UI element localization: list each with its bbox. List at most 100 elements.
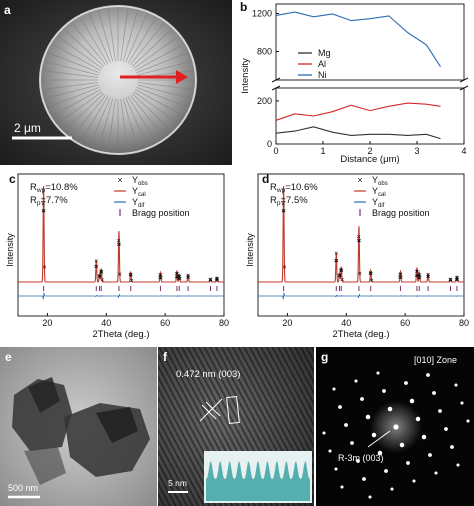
panel-label-f: f — [163, 350, 167, 364]
observed-point — [417, 273, 421, 277]
observed-point — [357, 239, 361, 243]
xrd-refinement-chart-d: 20 40 60 80 2Theta (deg.) Intensity Rwp=10.6%R… — [245, 173, 469, 340]
diffraction-spot — [322, 431, 326, 435]
observed-point — [455, 276, 459, 280]
diffraction-spot — [438, 409, 442, 413]
x-tick-label: 80 — [459, 318, 469, 328]
diffraction-spot — [360, 397, 364, 401]
observed-point — [100, 270, 104, 274]
observed-point — [334, 251, 338, 255]
diffraction-spot — [460, 401, 464, 405]
axis-break-mark — [459, 77, 469, 83]
diffraction-spot — [344, 423, 348, 427]
observed-point — [335, 258, 339, 263]
diffraction-spot — [454, 383, 458, 387]
observed-point — [174, 271, 179, 276]
xrd-refinement-chart-c: 20 40 60 80 2Theta (deg.) Intensity Rwp=10.8%R… — [5, 173, 229, 340]
diffraction-spot — [415, 416, 421, 422]
observed-point — [369, 278, 374, 282]
observed-point — [158, 276, 162, 280]
series-line-al — [275, 102, 441, 121]
observed-point — [415, 269, 419, 273]
d-spacing-label: 0.472 nm (003) — [176, 369, 240, 380]
direction-arrow-head — [176, 70, 188, 84]
hrtem-image-panel: 0.472 nm (003) 5 nm — [158, 347, 314, 506]
observed-point — [116, 242, 121, 246]
diffraction-spot — [338, 405, 342, 409]
x-tick-label: 0 — [273, 146, 278, 156]
observed-point — [282, 265, 287, 269]
diffraction-spot — [334, 467, 338, 471]
y-tick-label: 1200 — [252, 9, 272, 19]
observed-point — [398, 275, 402, 279]
diffraction-spot — [428, 453, 432, 457]
observed-point — [417, 276, 421, 280]
observed-point — [118, 272, 122, 276]
x-axis-label: 2Theta (deg.) — [92, 329, 149, 340]
y-tick-label: 800 — [257, 47, 272, 57]
particle-4 — [96, 407, 138, 443]
observed-point — [337, 273, 341, 278]
scale-bar-label: 500 nm — [8, 483, 38, 493]
observed-point — [41, 202, 45, 206]
observed-point — [418, 273, 422, 277]
diffraction-spot — [365, 414, 371, 420]
diffraction-spot — [466, 419, 470, 423]
diffraction-spot — [356, 459, 360, 463]
line-scan-chart: 800 1200 0 200 0 1 2 3 4 Distance (μm) Intensity Mg… — [240, 3, 469, 165]
panel-label-d: d — [262, 172, 270, 186]
observed-point — [99, 270, 103, 274]
diffraction-spot — [368, 495, 372, 499]
observed-point — [448, 278, 452, 282]
diffraction-spot — [432, 391, 436, 395]
panel-label-g: g — [321, 350, 329, 364]
observed-point — [117, 242, 121, 246]
x-axis-label: 2Theta (deg.) — [332, 329, 389, 340]
observed-point — [209, 278, 213, 282]
legend-label-al: Al — [318, 59, 326, 69]
observed-point — [214, 276, 219, 281]
diffraction-spot — [328, 449, 332, 453]
diffraction-spot — [332, 387, 336, 391]
panel-label-c: c — [9, 172, 16, 186]
series-line-ni — [275, 11, 441, 67]
axis-break-mark — [459, 85, 469, 91]
x-tick-label: 3 — [414, 146, 419, 156]
scale-bar-label: 5 nm — [168, 478, 187, 488]
diffraction-spot — [390, 487, 394, 491]
line-profile-trace — [206, 461, 310, 501]
x-axis-label: Distance (μm) — [340, 154, 399, 165]
observed-point — [95, 264, 99, 268]
observed-point — [281, 209, 285, 213]
observed-point — [175, 271, 179, 276]
observed-point — [186, 275, 190, 279]
y-axis-label: Intensity — [5, 233, 15, 267]
diffraction-spot — [376, 371, 380, 375]
observed-point — [117, 239, 121, 243]
observed-point — [94, 259, 98, 263]
r3m-label: R-3m (003) — [338, 453, 384, 463]
diffraction-spot — [377, 450, 383, 456]
observed-point — [399, 272, 403, 276]
observed-point — [186, 275, 191, 279]
observed-point — [368, 271, 372, 276]
fft-pattern: [010] Zone R-3m (003) — [316, 347, 474, 506]
axes-frame — [257, 173, 465, 317]
hrtem-image: 0.472 nm (003) 5 nm — [158, 347, 314, 506]
diffraction-spot — [409, 398, 415, 404]
series-line-mg — [275, 126, 441, 140]
diffraction-spot — [362, 477, 366, 481]
observed-point — [282, 209, 286, 213]
observed-point — [281, 202, 285, 206]
observed-point — [340, 277, 344, 282]
x-tick-label: 1 — [320, 146, 325, 156]
fft-pattern-panel: [010] Zone R-3m (003) — [316, 347, 474, 506]
axis-break-mark — [271, 77, 281, 83]
x-tick-label: 20 — [42, 318, 52, 328]
y-axis-label: Intensity — [240, 58, 251, 94]
diffraction-spot — [456, 463, 460, 467]
diffraction-spot — [421, 434, 427, 440]
observed-point — [174, 275, 178, 279]
zone-axis-label: [010] Zone — [414, 355, 457, 365]
observed-point — [426, 274, 430, 278]
